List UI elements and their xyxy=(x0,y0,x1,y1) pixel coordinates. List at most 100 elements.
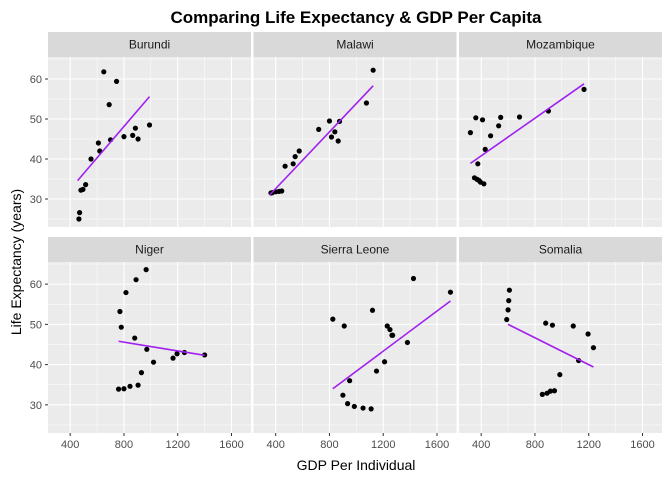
trend-line xyxy=(332,300,451,390)
x-tick-label: 1600 xyxy=(425,439,449,451)
data-point xyxy=(127,383,133,389)
data-point xyxy=(381,359,388,365)
x-tick-label: 400 xyxy=(267,439,285,451)
facet-strip-label: Sierra Leone xyxy=(321,243,390,257)
data-point xyxy=(390,332,396,338)
facet-strip xyxy=(253,32,457,57)
data-point xyxy=(506,287,513,293)
data-point xyxy=(132,335,138,341)
trend-line xyxy=(507,323,594,368)
data-point xyxy=(340,392,346,398)
data-point xyxy=(123,289,129,296)
data-point xyxy=(482,146,488,152)
data-point xyxy=(95,140,102,146)
data-point xyxy=(117,308,123,315)
data-point xyxy=(326,118,333,124)
data-point xyxy=(467,130,474,136)
x-tick-label: 800 xyxy=(526,439,544,451)
data-point xyxy=(279,188,285,194)
data-point xyxy=(387,326,393,333)
trend-line xyxy=(269,85,374,196)
data-point xyxy=(341,323,347,329)
data-point xyxy=(115,386,122,392)
x-tick-label: 1600 xyxy=(219,439,243,451)
facet-panel-burundi: Burundi 30 40 50 60 xyxy=(30,32,251,227)
facet-panel-somalia: Somalia 400 800 1200 1600 xyxy=(459,237,662,451)
data-point xyxy=(83,182,89,188)
facet-panel-mozambique: Mozambique xyxy=(459,32,662,227)
x-axis-title: GDP Per Individual xyxy=(297,457,416,473)
x-tick-label: 400 xyxy=(472,439,490,451)
panel-background xyxy=(48,57,251,227)
x-tick-label: 800 xyxy=(320,439,338,451)
data-point xyxy=(481,181,487,187)
facet-strip-label: Niger xyxy=(135,243,164,257)
x-tick-label: 1600 xyxy=(630,439,654,451)
trend-line xyxy=(76,96,151,182)
data-point xyxy=(498,114,504,120)
data-point xyxy=(590,345,597,351)
data-point xyxy=(585,331,591,337)
facet-panel-niger: Niger 30 40 50 60 400 800 1200 1600 xyxy=(30,237,251,451)
facet-panel-sierra-leone: Sierra Leone 400 800 1200 1600 xyxy=(253,237,457,451)
data-point xyxy=(551,388,558,394)
data-point xyxy=(132,125,138,131)
data-point xyxy=(368,406,374,412)
data-point xyxy=(473,115,479,121)
data-point xyxy=(121,134,127,140)
x-tick-label: 1200 xyxy=(576,439,600,451)
data-point xyxy=(570,323,576,329)
facet-panel-malawi: Malawi xyxy=(253,32,457,227)
data-point xyxy=(557,372,563,378)
data-point xyxy=(496,123,502,129)
data-point xyxy=(170,355,176,361)
data-point xyxy=(475,161,481,167)
data-point xyxy=(487,133,494,139)
facet-strip xyxy=(459,237,662,262)
x-tick-label: 1200 xyxy=(371,439,395,451)
data-point xyxy=(143,267,149,273)
data-point xyxy=(292,154,298,160)
data-point xyxy=(539,391,545,397)
chart-title: Comparing Life Expectancy & GDP Per Capi… xyxy=(171,8,542,27)
data-point xyxy=(410,275,417,282)
y-tick-label: 50 xyxy=(30,319,42,331)
data-point xyxy=(516,114,523,120)
facet-panels: Burundi 30 40 50 60 Malawi Mozambique Niger 30 40… xyxy=(30,32,662,451)
data-point xyxy=(76,216,82,222)
data-point xyxy=(351,403,357,410)
data-point xyxy=(135,382,141,388)
facet-strip xyxy=(459,32,662,57)
data-point xyxy=(404,339,411,346)
y-tick-label: 40 xyxy=(30,360,42,372)
facet-strip-label: Burundi xyxy=(129,38,170,52)
data-point xyxy=(106,102,112,108)
data-point xyxy=(504,316,510,323)
x-tick-label: 800 xyxy=(115,439,133,451)
facet-strip-label: Mozambique xyxy=(526,38,595,52)
data-point xyxy=(130,132,136,138)
facet-strip xyxy=(48,237,251,262)
data-point xyxy=(144,346,150,352)
data-point xyxy=(135,136,141,142)
data-point xyxy=(80,186,86,192)
data-point xyxy=(174,351,180,357)
data-point xyxy=(547,388,554,394)
data-point xyxy=(373,368,380,374)
facet-strip xyxy=(253,237,457,262)
data-point xyxy=(282,163,288,169)
data-point xyxy=(369,307,376,313)
panel-background xyxy=(253,57,457,227)
data-point xyxy=(447,289,454,295)
data-point xyxy=(543,320,549,326)
y-axis-title: Life Expectancy (years) xyxy=(8,189,24,335)
data-point xyxy=(88,156,94,162)
y-tick-label: 60 xyxy=(30,74,42,86)
panel-background xyxy=(459,262,662,433)
panel-background xyxy=(459,57,662,227)
trend-line xyxy=(469,83,585,165)
data-point xyxy=(347,378,353,384)
data-point xyxy=(332,129,338,135)
y-tick-label: 40 xyxy=(30,154,42,166)
y-tick-label: 60 xyxy=(30,279,42,291)
